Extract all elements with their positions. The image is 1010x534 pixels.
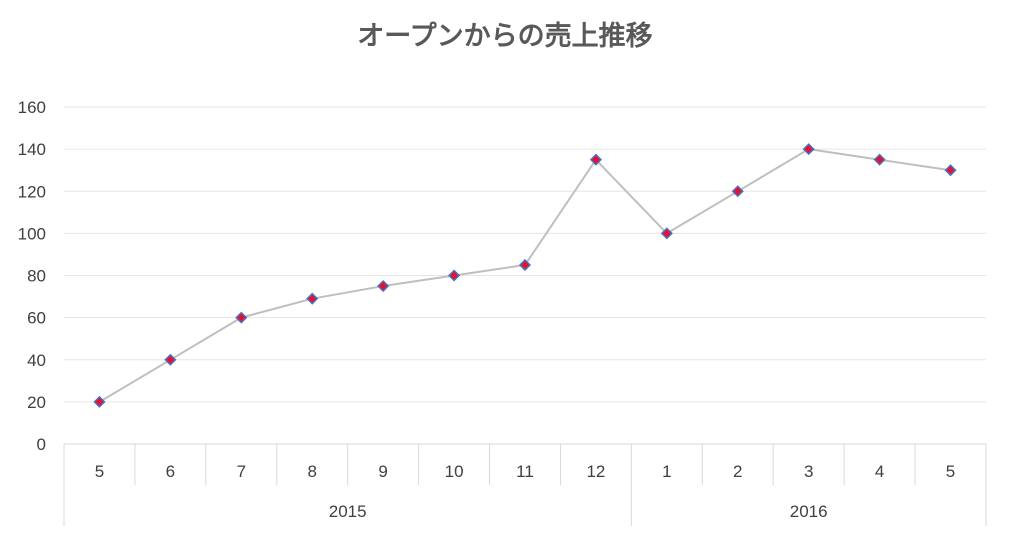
x-tick-label-month: 8: [307, 462, 316, 481]
data-point-marker: [93, 395, 106, 408]
data-point-marker: [235, 311, 248, 324]
y-tick-label: 20: [27, 393, 46, 412]
data-point-marker: [731, 185, 744, 198]
y-tick-label: 40: [27, 351, 46, 370]
x-tick-label-month: 7: [237, 462, 246, 481]
data-point-marker: [377, 279, 390, 293]
x-tick-label-month: 5: [95, 462, 104, 481]
y-axis-tick-labels: 0 20 40 60 80 100 120 140 160: [18, 98, 46, 454]
x-tick-label-month: 3: [804, 462, 813, 481]
x-tick-label-month: 5: [946, 462, 955, 481]
chart-title: オープンからの売上推移: [357, 21, 653, 52]
gridlines: [64, 106, 986, 403]
y-tick-label: 80: [27, 267, 46, 286]
y-tick-label: 160: [18, 98, 46, 117]
series-markers: [93, 143, 957, 408]
x-tick-label-month: 4: [875, 462, 884, 481]
data-point-marker: [873, 153, 886, 166]
y-tick-label: 60: [27, 309, 46, 328]
y-tick-label: 100: [18, 224, 46, 243]
y-tick-label: 140: [18, 140, 46, 159]
x-tick-label-year: 2015: [329, 502, 367, 521]
x-tick-label-year: 2016: [790, 502, 828, 521]
x-tick-label-month: 12: [586, 462, 605, 481]
x-tick-label-month: 2: [733, 462, 742, 481]
x-tick-label-month: 11: [516, 462, 534, 481]
y-tick-label: 120: [18, 182, 46, 201]
data-point-marker: [660, 227, 673, 240]
data-point-marker: [518, 258, 532, 272]
x-tick-label-month: 6: [166, 462, 175, 481]
y-tick-label: 0: [37, 435, 46, 454]
x-tick-label-month: 10: [445, 462, 464, 481]
data-point-marker: [589, 153, 602, 166]
data-point-marker: [802, 143, 815, 156]
data-point-marker: [164, 353, 177, 366]
data-point-marker: [944, 164, 957, 177]
data-point-marker: [448, 269, 461, 282]
x-tick-label-month: 1: [662, 462, 671, 481]
x-tick-label-month: 9: [378, 462, 387, 481]
data-point-marker: [306, 292, 319, 305]
